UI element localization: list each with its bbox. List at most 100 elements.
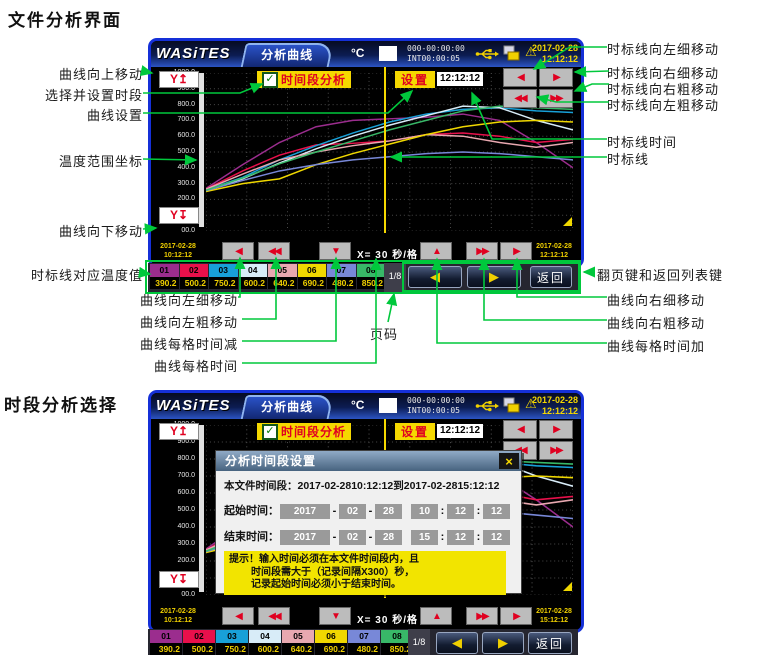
curve-move-up-button[interactable]: Y↥ [159,423,199,440]
page-next-button[interactable]: ▶ [482,632,524,654]
time-part-field[interactable]: 10 [411,503,438,519]
back-button[interactable]: 返回 [530,266,572,288]
end-time-label: 结束时间： [224,531,279,543]
marker-right-coarse-button[interactable]: ▶▶ [539,441,573,460]
curve-right-coarse-button[interactable]: ▶▶ [466,607,498,625]
callout-marker-left-fine: 时标线向左细移动 [607,42,720,57]
channel-cell-03[interactable]: 03 750.2 [209,264,238,290]
curve-left-fine-button[interactable]: ◀ [222,242,254,260]
marker-right-fine-button[interactable]: ▶ [539,68,573,87]
scale-decrease-button[interactable]: ▼ [319,242,351,260]
curve-left-coarse-button[interactable]: ◀◀ [258,607,290,625]
channel-marker-value: 750.2 [209,277,238,289]
time-part-field[interactable]: 12 [483,503,510,519]
page-prev-button[interactable]: ◀ [408,266,462,288]
printer-network-icon [503,45,520,61]
channel-marker-value: 480.2 [348,643,380,655]
tab-analysis-curve[interactable]: 分析曲线 [240,395,334,421]
page-indicator: 1/8 [384,263,406,292]
scale-decrease-button[interactable]: ▼ [319,607,351,625]
period-analysis-label: 时间段分析 [281,425,347,439]
period-analysis-toggle[interactable]: ✓ 时间段分析 [257,423,352,440]
callout-page-number: 页码 [370,327,399,342]
marker-right-fine-button[interactable]: ▶ [539,420,573,439]
prev-triangle-icon: ◀ [452,635,462,650]
channel-columns: 01 390.2 02 500.2 03 750.2 04 600.2 05 640.2 06 690… [150,630,414,655]
channel-marker-value: 390.2 [150,277,179,289]
page-prev-button[interactable]: ◀ [436,632,478,654]
channel-cell-01[interactable]: 01 390.2 [150,630,182,655]
channel-cell-02[interactable]: 02 500.2 [179,264,208,290]
time-part-field[interactable]: 2017 [280,529,330,545]
next-triangle-icon: ▶ [489,269,499,284]
period-analysis-toggle[interactable]: ✓ 时间段分析 [257,71,352,88]
printer-network-icon [503,397,520,413]
channel-cell-05[interactable]: 05 640.2 [268,264,297,290]
channel-id-swatch: 08 [356,264,385,277]
page-next-button[interactable]: ▶ [467,266,521,288]
close-icon[interactable]: × [499,453,519,469]
y-axis-tick: 00.0 [181,591,195,598]
curve-left-fine-button[interactable]: ◀ [222,607,254,625]
curve-chart: 1000.0900.0800.0700.0600.0500.0400.0300.… [151,67,581,234]
marker-left-coarse-button[interactable]: ◀◀ [503,89,537,108]
curve-settings-button[interactable]: 设置 [395,71,435,88]
callout-curve-left-coarse: 曲线向左粗移动 [139,315,238,330]
y-axis-tick: 600.0 [177,132,195,140]
marker-right-coarse-button[interactable]: ▶▶ [539,89,573,108]
time-part-field[interactable]: 12 [483,529,510,545]
scroll-indicator-triangle [563,217,572,226]
curve-left-coarse-button[interactable]: ◀◀ [258,242,290,260]
channel-cell-01[interactable]: 01 390.2 [150,264,179,290]
header-datetime: 2017-02-28 12:12:12 [531,395,578,416]
channel-cell-04[interactable]: 04 600.2 [249,630,281,655]
curve-right-fine-button[interactable]: ▶ [500,242,532,260]
time-part-field[interactable]: 2017 [280,503,330,519]
channel-cell-05[interactable]: 05 640.2 [282,630,314,655]
channel-cell-03[interactable]: 03 750.2 [216,630,248,655]
channel-cell-06[interactable]: 06 690.2 [297,264,326,290]
curve-right-coarse-button[interactable]: ▶▶ [466,242,498,260]
time-part-field[interactable]: 02 [339,529,366,545]
marker-time-display: 12:12:12 [437,72,483,86]
channel-id-swatch: 08 [381,630,413,643]
marker-move-pad: ◀ ▶ ◀◀ ▶▶ [503,420,573,460]
curve-right-fine-button[interactable]: ▶ [500,607,532,625]
time-marker-line[interactable] [384,67,386,233]
callout-scale-per-div: 曲线每格时间 [153,359,238,374]
time-part-field[interactable]: 12 [447,529,474,545]
curve-move-down-button[interactable]: Y↧ [159,571,199,588]
channel-cell-07[interactable]: 07 480.2 [327,264,356,290]
channel-cell-08[interactable]: 08 850.2 [381,630,413,655]
channel-marker-value: 640.2 [282,643,314,655]
checkbox-checked-icon[interactable]: ✓ [262,71,278,88]
scale-increase-button[interactable]: ▲ [420,242,452,260]
callout-curve-up: 曲线向上移动 [58,67,143,82]
time-part-field[interactable]: 12 [447,503,474,519]
y-axis-strip [199,425,204,592]
dialog-hint: 提示！输入时间必须在本文件时间段内，且 时间段需大于（记录间隔X300）秒， 记… [224,551,506,595]
channel-cell-06[interactable]: 06 690.2 [315,630,347,655]
marker-move-pad: ◀ ▶ ◀◀ ▶▶ [503,68,573,108]
channel-cell-08[interactable]: 08 850.2 [356,264,385,290]
channel-cell-02[interactable]: 02 500.2 [183,630,215,655]
time-part-field[interactable]: 28 [375,529,402,545]
scale-increase-button[interactable]: ▲ [420,607,452,625]
curve-move-up-button[interactable]: Y↥ [159,71,199,88]
time-part-field[interactable]: 15 [411,529,438,545]
marker-left-fine-button[interactable]: ◀ [503,68,537,87]
curve-move-down-button[interactable]: Y↧ [159,207,199,224]
y-axis-tick: 700.0 [177,116,195,124]
callout-temp-axis: 温度范围坐标 [58,154,143,169]
time-part-field[interactable]: 28 [375,503,402,519]
curve-settings-button[interactable]: 设置 [395,423,435,440]
window-end-datetime: 2017-02-28 15:12:12 [536,608,572,624]
time-part-field[interactable]: 02 [339,503,366,519]
back-button[interactable]: 返回 [528,632,572,654]
time-separator [404,505,409,517]
channel-cell-04[interactable]: 04 600.2 [238,264,267,290]
checkbox-checked-icon[interactable]: ✓ [262,423,278,440]
channel-cell-07[interactable]: 07 480.2 [348,630,380,655]
marker-left-fine-button[interactable]: ◀ [503,420,537,439]
tab-analysis-curve[interactable]: 分析曲线 [240,43,334,69]
